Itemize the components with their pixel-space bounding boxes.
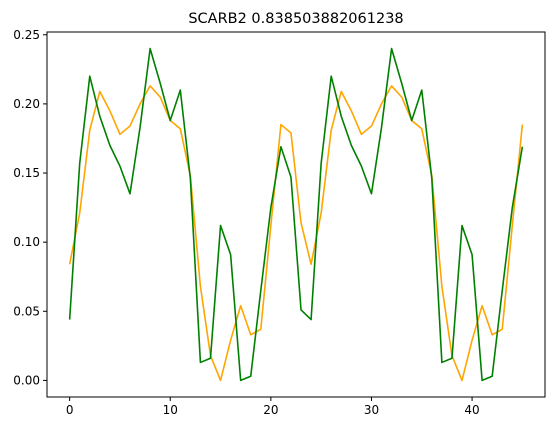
x-tick-label: 10 [163,403,178,417]
series-line-1 [68,47,524,382]
axis-layer: 0 10 20 30 40 0.00 0.05 0.10 0.15 0.20 0.25 [13,28,546,417]
x-tick-label: 40 [464,403,479,417]
y-tick-label: 0.25 [13,28,40,42]
y-tick-label: 0.15 [13,166,40,180]
y-tick-label: 0.05 [13,304,40,318]
chart-title: SCARB2 0.838503882061238 [188,11,403,27]
series-line-0 [68,85,524,382]
y-tick-label: 0.10 [13,235,40,249]
x-tick-label: 30 [364,403,379,417]
y-tick-label: 0.20 [13,97,40,111]
x-tick-label: 20 [263,403,278,417]
y-tick-label: 0.00 [13,373,40,387]
series-layer [68,47,524,382]
x-tick-label: 0 [66,403,74,417]
plot-frame [46,31,546,398]
